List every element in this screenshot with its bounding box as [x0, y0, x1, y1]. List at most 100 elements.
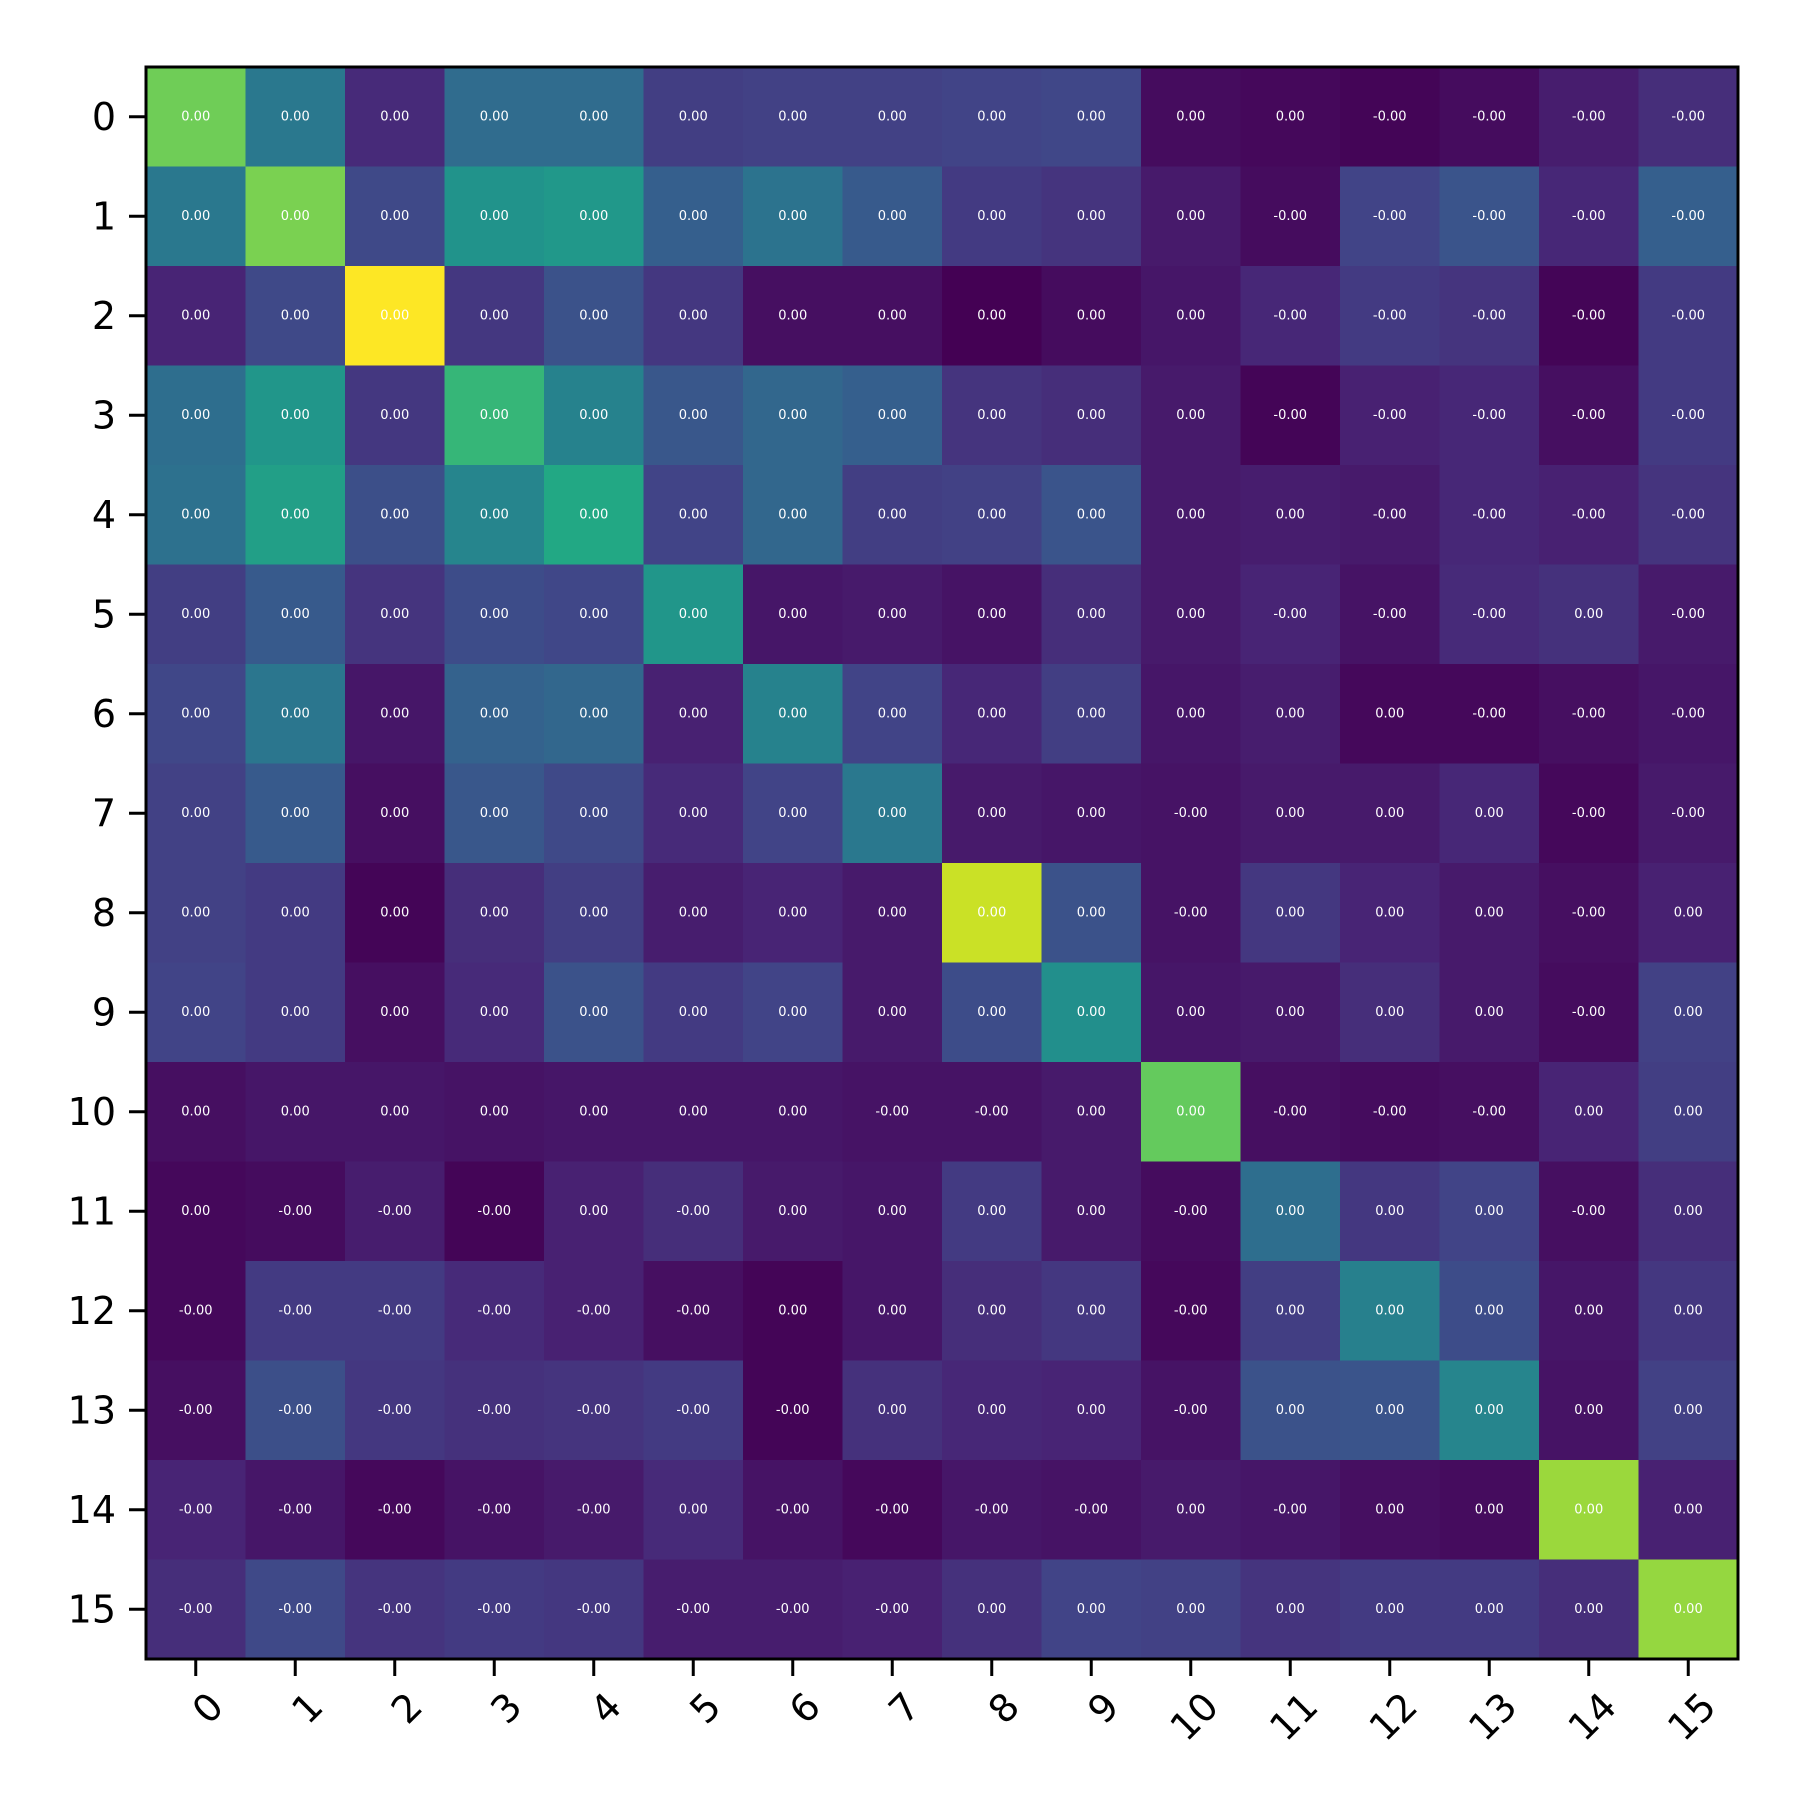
- heatmap-cell-6-7: [842, 664, 943, 765]
- heatmap-cell-7-12: [1340, 763, 1441, 864]
- heatmap-cell-15-3: [444, 1559, 545, 1660]
- cell-value-label-13-9: 0.00: [1077, 1403, 1106, 1418]
- heatmap-cell-14-4: [544, 1460, 645, 1561]
- cell-value-label-0-10: 0.00: [1176, 109, 1205, 124]
- heatmap-cell-4-3: [444, 465, 545, 566]
- heatmap-cell-15-9: [1041, 1559, 1142, 1660]
- heatmap-cell-10-11: [1240, 1062, 1341, 1163]
- heatmap-cell-15-15: [1638, 1559, 1739, 1660]
- cell-value-label-12-12: 0.00: [1375, 1303, 1404, 1318]
- cell-value-label-5-12: -0.00: [1373, 607, 1407, 622]
- heatmap-cell-5-12: [1340, 564, 1441, 665]
- heatmap-cell-14-9: [1041, 1460, 1142, 1561]
- cell-value-label-7-6: 0.00: [778, 806, 807, 821]
- cell-value-label-0-6: 0.00: [778, 109, 807, 124]
- heatmap-cell-15-4: [544, 1559, 645, 1660]
- heatmap-cell-13-7: [842, 1360, 943, 1461]
- cell-value-label-3-4: 0.00: [579, 408, 608, 423]
- cell-value-label-9-12: 0.00: [1375, 1005, 1404, 1020]
- heatmap-cell-11-15: [1638, 1161, 1739, 1262]
- heatmap-cell-10-5: [643, 1062, 744, 1163]
- cell-value-label-13-3: -0.00: [477, 1403, 511, 1418]
- heatmap-cell-8-5: [643, 863, 744, 964]
- cell-value-label-10-6: 0.00: [778, 1104, 807, 1119]
- cell-value-label-1-13: -0.00: [1472, 209, 1506, 224]
- heatmap-cell-4-8: [942, 465, 1043, 566]
- cell-value-label-15-7: -0.00: [875, 1602, 909, 1617]
- heatmap-cell-10-14: [1539, 1062, 1640, 1163]
- heatmap-cell-3-15: [1638, 365, 1739, 466]
- cell-value-label-9-2: 0.00: [380, 1005, 409, 1020]
- cell-value-label-7-12: 0.00: [1375, 806, 1404, 821]
- cell-value-label-1-5: 0.00: [679, 209, 708, 224]
- cell-value-label-15-4: -0.00: [577, 1602, 611, 1617]
- heatmap-cell-5-6: [743, 564, 844, 665]
- heatmap-cell-12-0: [146, 1261, 247, 1362]
- cell-value-label-8-1: 0.00: [281, 905, 310, 920]
- cell-value-label-6-0: 0.00: [181, 706, 210, 721]
- heatmap-cell-8-9: [1041, 863, 1142, 964]
- y-tick-label-10: 10: [68, 1090, 116, 1134]
- heatmap-cell-2-4: [544, 266, 645, 367]
- cell-value-label-3-13: -0.00: [1472, 408, 1506, 423]
- heatmap-cell-11-2: [345, 1161, 446, 1262]
- cell-value-label-15-11: 0.00: [1276, 1602, 1305, 1617]
- cell-value-label-11-8: 0.00: [977, 1204, 1006, 1219]
- heatmap-cell-3-6: [743, 365, 844, 466]
- cell-value-label-14-14: 0.00: [1574, 1502, 1603, 1517]
- cell-value-label-10-12: -0.00: [1373, 1104, 1407, 1119]
- cell-value-label-7-14: -0.00: [1572, 806, 1606, 821]
- heatmap-cell-14-5: [643, 1460, 744, 1561]
- x-tick-label-3: 3: [482, 1684, 530, 1732]
- heatmap-cell-4-15: [1638, 465, 1739, 566]
- cell-value-label-9-8: 0.00: [977, 1005, 1006, 1020]
- cell-value-label-8-15: 0.00: [1674, 905, 1703, 920]
- cell-value-label-12-7: 0.00: [878, 1303, 907, 1318]
- cell-value-label-0-14: -0.00: [1572, 109, 1606, 124]
- cell-value-label-15-1: -0.00: [278, 1602, 312, 1617]
- cell-value-label-8-2: 0.00: [380, 905, 409, 920]
- cell-value-label-10-2: 0.00: [380, 1104, 409, 1119]
- heatmap-cell-0-15: [1638, 67, 1739, 168]
- heatmap-cell-13-0: [146, 1360, 247, 1461]
- heatmap-cell-14-15: [1638, 1460, 1739, 1561]
- y-tick-label-7: 7: [92, 791, 116, 835]
- heatmap-cell-9-12: [1340, 962, 1441, 1063]
- cell-value-label-13-12: 0.00: [1375, 1403, 1404, 1418]
- cell-value-label-5-0: 0.00: [181, 607, 210, 622]
- cell-value-label-15-3: -0.00: [477, 1602, 511, 1617]
- cell-value-label-3-5: 0.00: [679, 408, 708, 423]
- heatmap-cell-13-15: [1638, 1360, 1739, 1461]
- cell-value-label-13-13: 0.00: [1475, 1403, 1504, 1418]
- cell-value-label-2-11: -0.00: [1273, 308, 1307, 323]
- y-tick-label-15: 15: [68, 1587, 116, 1631]
- y-tick-label-2: 2: [92, 294, 116, 338]
- heatmap-cell-1-5: [643, 166, 744, 267]
- cell-value-label-9-5: 0.00: [679, 1005, 708, 1020]
- heatmap-cell-10-0: [146, 1062, 247, 1163]
- cell-value-label-12-0: -0.00: [179, 1303, 213, 1318]
- heatmap-cell-10-12: [1340, 1062, 1441, 1163]
- heatmap-cell-1-6: [743, 166, 844, 267]
- cell-value-label-5-3: 0.00: [480, 607, 509, 622]
- cell-value-label-5-10: 0.00: [1176, 607, 1205, 622]
- cell-value-label-2-0: 0.00: [181, 308, 210, 323]
- y-tick-label-1: 1: [92, 194, 116, 238]
- cell-value-label-1-12: -0.00: [1373, 209, 1407, 224]
- heatmap-cell-12-13: [1439, 1261, 1540, 1362]
- heatmap-cell-14-6: [743, 1460, 844, 1561]
- cell-value-label-7-11: 0.00: [1276, 806, 1305, 821]
- heatmap-cell-4-4: [544, 465, 645, 566]
- cell-value-label-12-6: 0.00: [778, 1303, 807, 1318]
- cell-value-label-10-7: -0.00: [875, 1104, 909, 1119]
- cell-value-label-9-13: 0.00: [1475, 1005, 1504, 1020]
- cell-value-label-2-3: 0.00: [480, 308, 509, 323]
- cell-value-label-11-15: 0.00: [1674, 1204, 1703, 1219]
- cell-value-label-2-13: -0.00: [1472, 308, 1506, 323]
- heatmap-cell-2-12: [1340, 266, 1441, 367]
- cell-value-label-6-8: 0.00: [977, 706, 1006, 721]
- heatmap-cell-15-0: [146, 1559, 247, 1660]
- cell-value-label-4-4: 0.00: [579, 507, 608, 522]
